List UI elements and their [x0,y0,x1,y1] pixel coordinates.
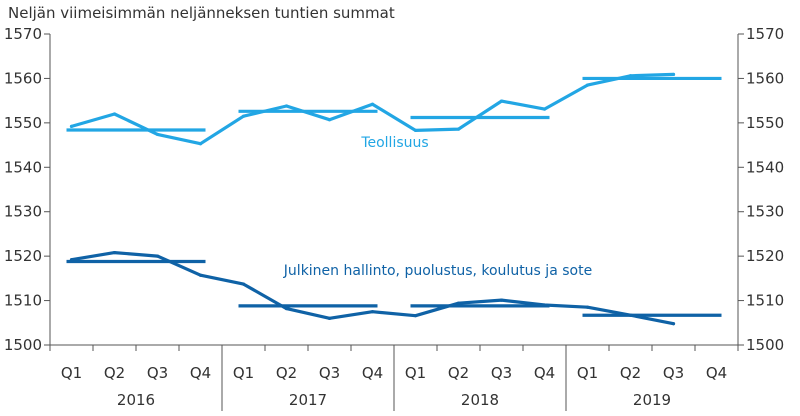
data-point [69,258,74,262]
y-tick-label-right: 1570 [746,25,784,43]
data-point [456,127,461,131]
y-tick-label-right: 1540 [746,158,784,176]
data-point [370,102,375,106]
y-tick-label-left: 1550 [4,114,42,132]
data-point [327,118,332,122]
series-label-teollisuus: Teollisuus [360,135,428,151]
y-tick-label-right: 1550 [746,114,784,132]
y-tick-label-right: 1530 [746,203,784,221]
data-point [112,112,117,116]
data-point [155,254,160,258]
x-category-label: Q2 [276,364,297,382]
x-category-label: Q4 [706,364,727,382]
data-point [671,72,676,77]
x-year-label: 2019 [633,391,671,409]
data-point [413,314,418,318]
y-tick-label-left: 1560 [4,69,42,87]
x-category-label: Q1 [61,364,82,382]
data-point [628,74,633,78]
y-tick-label-left: 1500 [4,336,42,354]
data-point [284,306,289,311]
data-point [370,310,375,314]
x-category-label: Q2 [620,364,641,382]
data-point [69,124,74,129]
y-tick-label-left: 1570 [4,25,42,43]
series-label-julkinen: Julkinen hallinto, puolustus, koulutus j… [283,263,592,279]
y-tick-label-right: 1500 [746,336,784,354]
data-point [542,303,547,307]
data-point [585,83,590,87]
y-tick-label-left: 1510 [4,292,42,310]
data-point [671,322,676,326]
x-year-label: 2017 [289,391,327,409]
data-point [456,301,461,305]
chart-title: Neljän viimeisimmän neljänneksen tuntien… [8,4,395,22]
x-category-label: Q1 [405,364,426,382]
y-tick-label-right: 1510 [746,292,784,310]
x-category-label: Q4 [190,364,211,382]
data-point [585,305,590,309]
x-category-label: Q1 [577,364,598,382]
x-category-label: Q1 [233,364,254,382]
data-point [241,114,246,118]
y-tick-label-right: 1560 [746,69,784,87]
data-point [155,132,160,137]
data-point [542,107,547,111]
data-point [413,128,418,133]
x-category-label: Q4 [362,364,383,382]
data-point [499,298,504,302]
y-tick-label-left: 1530 [4,203,42,221]
series-line [69,72,676,146]
data-point [628,313,633,317]
data-point [327,316,332,320]
data-point [499,99,504,103]
x-category-label: Q3 [147,364,168,382]
data-point [198,273,203,277]
data-point [241,282,246,286]
x-category-label: Q3 [491,364,512,382]
x-category-label: Q3 [663,364,684,382]
y-tick-label-left: 1520 [4,247,42,265]
x-category-label: Q2 [104,364,125,382]
data-point [198,142,203,146]
x-category-label: Q3 [319,364,340,382]
x-category-label: Q2 [448,364,469,382]
data-point [112,250,117,255]
x-year-label: 2018 [461,391,499,409]
y-tick-label-left: 1540 [4,158,42,176]
x-category-label: Q4 [534,364,555,382]
y-tick-label-right: 1520 [746,247,784,265]
x-year-label: 2016 [117,391,155,409]
data-point [284,104,289,108]
